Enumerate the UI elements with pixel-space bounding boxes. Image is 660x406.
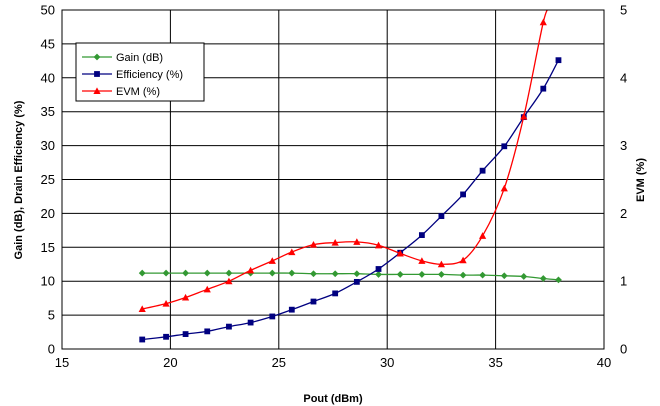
data-point-evm (269, 257, 276, 264)
data-point-efficiency (439, 213, 445, 219)
y-tick-label: 30 (41, 138, 55, 153)
data-point-evm (247, 267, 254, 274)
data-point-evm (288, 248, 295, 255)
y-tick-label: 45 (41, 36, 55, 51)
x-tick-label: 20 (163, 355, 177, 370)
data-point-gain (139, 270, 146, 277)
legend-label-evm: EVM (%) (116, 86, 160, 98)
data-point-gain (479, 272, 486, 279)
y-tick-label: 5 (48, 308, 55, 323)
data-point-efficiency (376, 266, 382, 272)
y2-tick-label: 1 (620, 274, 627, 289)
y2-tick-label: 2 (620, 206, 627, 221)
data-point-efficiency (480, 168, 486, 174)
data-point-gain (418, 271, 425, 278)
data-point-gain (501, 272, 508, 279)
y2-axis-title: EVM (%) (635, 158, 647, 202)
data-point-efficiency (540, 86, 546, 92)
data-point-efficiency (332, 291, 338, 297)
y-tick-label: 20 (41, 206, 55, 221)
data-point-efficiency (419, 232, 425, 238)
x-tick-label: 40 (597, 355, 611, 370)
x-tick-label: 35 (488, 355, 502, 370)
data-point-gain (269, 270, 276, 277)
data-point-efficiency (289, 307, 295, 313)
data-point-gain (397, 271, 404, 278)
x-tick-label: 30 (380, 355, 394, 370)
data-point-efficiency (311, 299, 317, 305)
data-point-efficiency (354, 279, 360, 285)
data-point-efficiency (501, 143, 507, 149)
data-point-efficiency (269, 314, 275, 320)
y-tick-label: 40 (41, 70, 55, 85)
data-point-efficiency (556, 57, 562, 63)
y-tick-label: 15 (41, 240, 55, 255)
data-point-efficiency (163, 334, 169, 340)
legend-label-gain: Gain (dB) (116, 52, 163, 64)
y-tick-label: 50 (41, 3, 55, 18)
data-point-efficiency (226, 324, 232, 330)
y-tick-label: 35 (41, 104, 55, 119)
x-axis-title: Pout (dBm) (303, 393, 363, 405)
data-point-efficiency (139, 337, 145, 343)
y2-tick-label: 5 (620, 3, 627, 18)
y2-tick-label: 4 (620, 70, 627, 85)
y2-tick-label: 3 (620, 138, 627, 153)
legend-marker-efficiency (94, 71, 100, 77)
data-point-gain (226, 270, 233, 277)
x-tick-label: 25 (272, 355, 286, 370)
data-point-efficiency (248, 320, 254, 326)
data-point-efficiency (204, 328, 210, 334)
y-axis-title: Gain (dB), Drain Efficiency (%) (13, 100, 25, 259)
legend-label-efficiency: Efficiency (%) (116, 69, 183, 81)
y-tick-label: 25 (41, 172, 55, 187)
data-point-efficiency (460, 192, 466, 198)
y2-tick-label: 0 (620, 342, 627, 357)
legend: Gain (dB) Efficiency (%) EVM (%) (76, 43, 204, 101)
data-point-gain (204, 270, 211, 277)
data-point-gain (438, 271, 445, 278)
data-point-gain (460, 272, 467, 279)
data-point-gain (310, 270, 317, 277)
data-point-evm (479, 232, 486, 239)
data-point-gain (353, 270, 360, 277)
data-point-efficiency (183, 331, 189, 337)
data-point-evm (501, 185, 508, 192)
data-point-gain (163, 270, 170, 277)
data-point-gain (520, 273, 527, 280)
x-tick-label: 15 (55, 355, 69, 370)
data-point-gain (332, 270, 339, 277)
y-tick-label: 10 (41, 274, 55, 289)
data-point-gain (182, 270, 189, 277)
data-point-gain (555, 276, 562, 283)
data-point-gain (288, 270, 295, 277)
data-point-evm (540, 19, 547, 26)
data-point-gain (375, 271, 382, 278)
